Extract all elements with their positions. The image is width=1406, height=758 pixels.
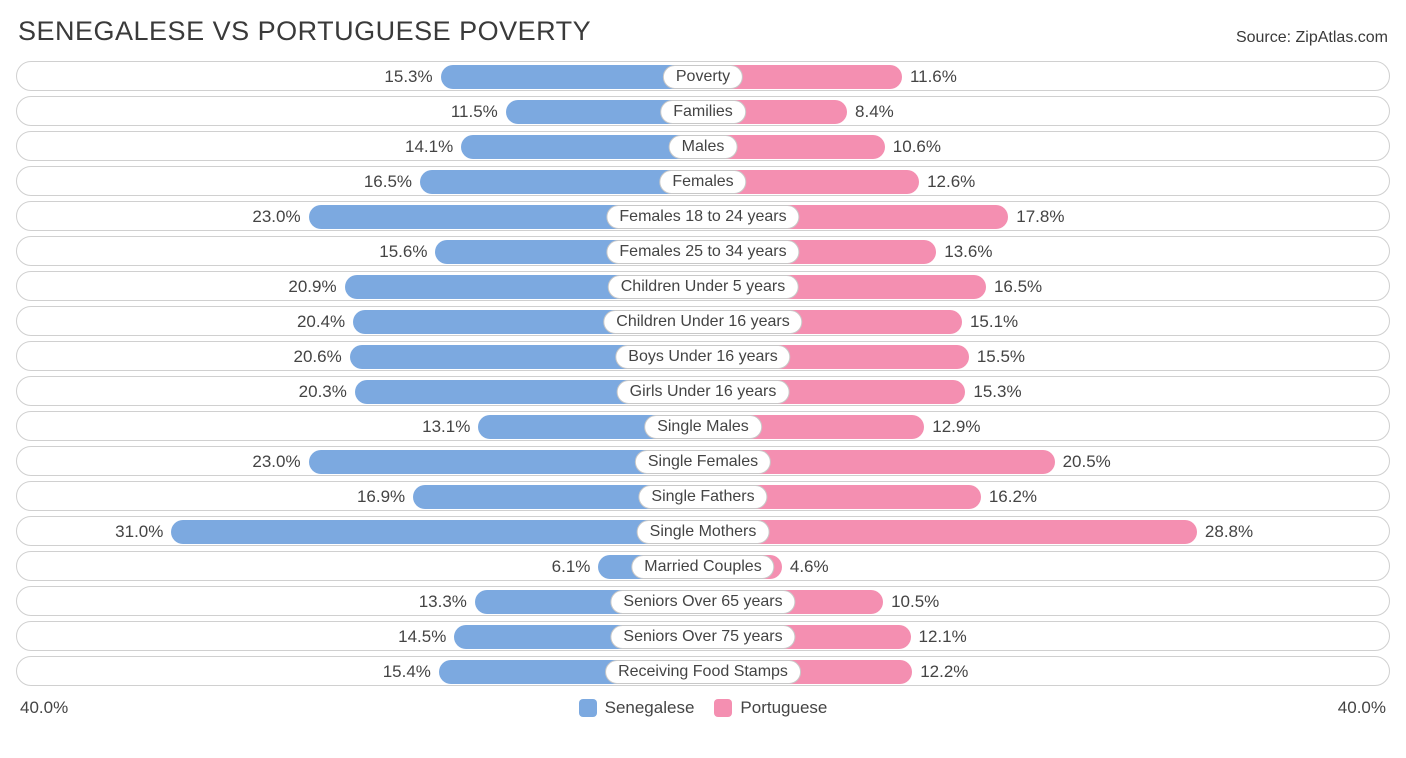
value-left: 14.1% — [405, 132, 453, 162]
data-row: 16.5% 12.6% Females — [16, 166, 1390, 196]
header-row: SENEGALESE VS PORTUGUESE POVERTY Source:… — [16, 10, 1390, 57]
value-right: 20.5% — [1063, 447, 1111, 477]
legend-label-left: Senegalese — [605, 698, 695, 718]
value-right: 15.5% — [977, 342, 1025, 372]
data-row: 15.3% 11.6% Poverty — [16, 61, 1390, 91]
value-right: 12.6% — [927, 167, 975, 197]
value-left: 20.9% — [288, 272, 336, 302]
value-right: 15.3% — [973, 377, 1021, 407]
category-pill: Females 18 to 24 years — [606, 205, 799, 229]
legend-item-left: Senegalese — [579, 698, 695, 718]
value-right: 16.2% — [989, 482, 1037, 512]
data-row: 14.1% 10.6% Males — [16, 131, 1390, 161]
category-pill: Single Females — [635, 450, 771, 474]
value-right: 15.1% — [970, 307, 1018, 337]
data-row: 20.3% 15.3% Girls Under 16 years — [16, 376, 1390, 406]
value-left: 16.9% — [357, 482, 405, 512]
legend-swatch-right — [714, 699, 732, 717]
data-row: 23.0% 17.8% Females 18 to 24 years — [16, 201, 1390, 231]
value-left: 15.6% — [379, 237, 427, 267]
value-right: 4.6% — [790, 552, 829, 582]
category-pill: Girls Under 16 years — [617, 380, 790, 404]
value-right: 12.9% — [932, 412, 980, 442]
value-right: 16.5% — [994, 272, 1042, 302]
value-left: 11.5% — [451, 97, 498, 127]
value-left: 13.3% — [419, 587, 467, 617]
category-pill: Children Under 16 years — [603, 310, 802, 334]
value-right: 11.6% — [910, 62, 957, 92]
data-row: 20.9% 16.5% Children Under 5 years — [16, 271, 1390, 301]
category-pill: Boys Under 16 years — [615, 345, 790, 369]
value-left: 20.3% — [299, 377, 347, 407]
bar-left — [171, 520, 703, 544]
value-right: 13.6% — [944, 237, 992, 267]
category-pill: Poverty — [663, 65, 743, 89]
data-row: 14.5% 12.1% Seniors Over 75 years — [16, 621, 1390, 651]
value-right: 12.1% — [919, 622, 967, 652]
value-left: 23.0% — [252, 202, 300, 232]
category-pill: Receiving Food Stamps — [605, 660, 801, 684]
legend-label-right: Portuguese — [740, 698, 827, 718]
bar-right — [703, 520, 1197, 544]
value-left: 20.6% — [294, 342, 342, 372]
value-right: 10.6% — [893, 132, 941, 162]
category-pill: Families — [660, 100, 746, 124]
data-row: 13.3% 10.5% Seniors Over 65 years — [16, 586, 1390, 616]
value-left: 6.1% — [552, 552, 591, 582]
value-right: 10.5% — [891, 587, 939, 617]
value-left: 23.0% — [252, 447, 300, 477]
data-row: 16.9% 16.2% Single Fathers — [16, 481, 1390, 511]
value-left: 31.0% — [115, 517, 163, 547]
data-row: 11.5% 8.4% Families — [16, 96, 1390, 126]
chart-rows: 15.3%11.6%Poverty11.5%8.4%Families14.1%1… — [16, 61, 1390, 686]
data-row: 15.4% 12.2% Receiving Food Stamps — [16, 656, 1390, 686]
data-row: 23.0% 20.5% Single Females — [16, 446, 1390, 476]
bar-left — [461, 135, 703, 159]
data-row: 31.0% 28.8% Single Mothers — [16, 516, 1390, 546]
chart-title: SENEGALESE VS PORTUGUESE POVERTY — [18, 16, 591, 47]
legend-swatch-left — [579, 699, 597, 717]
value-left: 14.5% — [398, 622, 446, 652]
chart-container: SENEGALESE VS PORTUGUESE POVERTY Source:… — [0, 0, 1406, 738]
category-pill: Married Couples — [631, 555, 774, 579]
value-right: 17.8% — [1016, 202, 1064, 232]
category-pill: Females 25 to 34 years — [606, 240, 799, 264]
value-left: 13.1% — [422, 412, 470, 442]
data-row: 13.1% 12.9% Single Males — [16, 411, 1390, 441]
axis-max-right: 40.0% — [1338, 698, 1386, 718]
legend-item-right: Portuguese — [714, 698, 827, 718]
data-row: 15.6% 13.6% Females 25 to 34 years — [16, 236, 1390, 266]
data-row: 20.4% 15.1% Children Under 16 years — [16, 306, 1390, 336]
footer-row: 40.0% Senegalese Portuguese 40.0% — [16, 692, 1390, 718]
value-left: 15.3% — [384, 62, 432, 92]
data-row: 20.6% 15.5% Boys Under 16 years — [16, 341, 1390, 371]
category-pill: Seniors Over 65 years — [610, 590, 795, 614]
axis-max-left: 40.0% — [20, 698, 68, 718]
category-pill: Single Fathers — [638, 485, 767, 509]
category-pill: Single Males — [644, 415, 762, 439]
value-left: 20.4% — [297, 307, 345, 337]
value-right: 12.2% — [920, 657, 968, 687]
category-pill: Seniors Over 75 years — [610, 625, 795, 649]
category-pill: Females — [659, 170, 746, 194]
value-right: 8.4% — [855, 97, 894, 127]
category-pill: Single Mothers — [637, 520, 770, 544]
legend: Senegalese Portuguese — [579, 698, 828, 718]
category-pill: Children Under 5 years — [608, 275, 799, 299]
category-pill: Males — [669, 135, 738, 159]
value-right: 28.8% — [1205, 517, 1253, 547]
value-left: 15.4% — [383, 657, 431, 687]
chart-source: Source: ZipAtlas.com — [1236, 29, 1388, 47]
value-left: 16.5% — [364, 167, 412, 197]
data-row: 6.1% 4.6% Married Couples — [16, 551, 1390, 581]
